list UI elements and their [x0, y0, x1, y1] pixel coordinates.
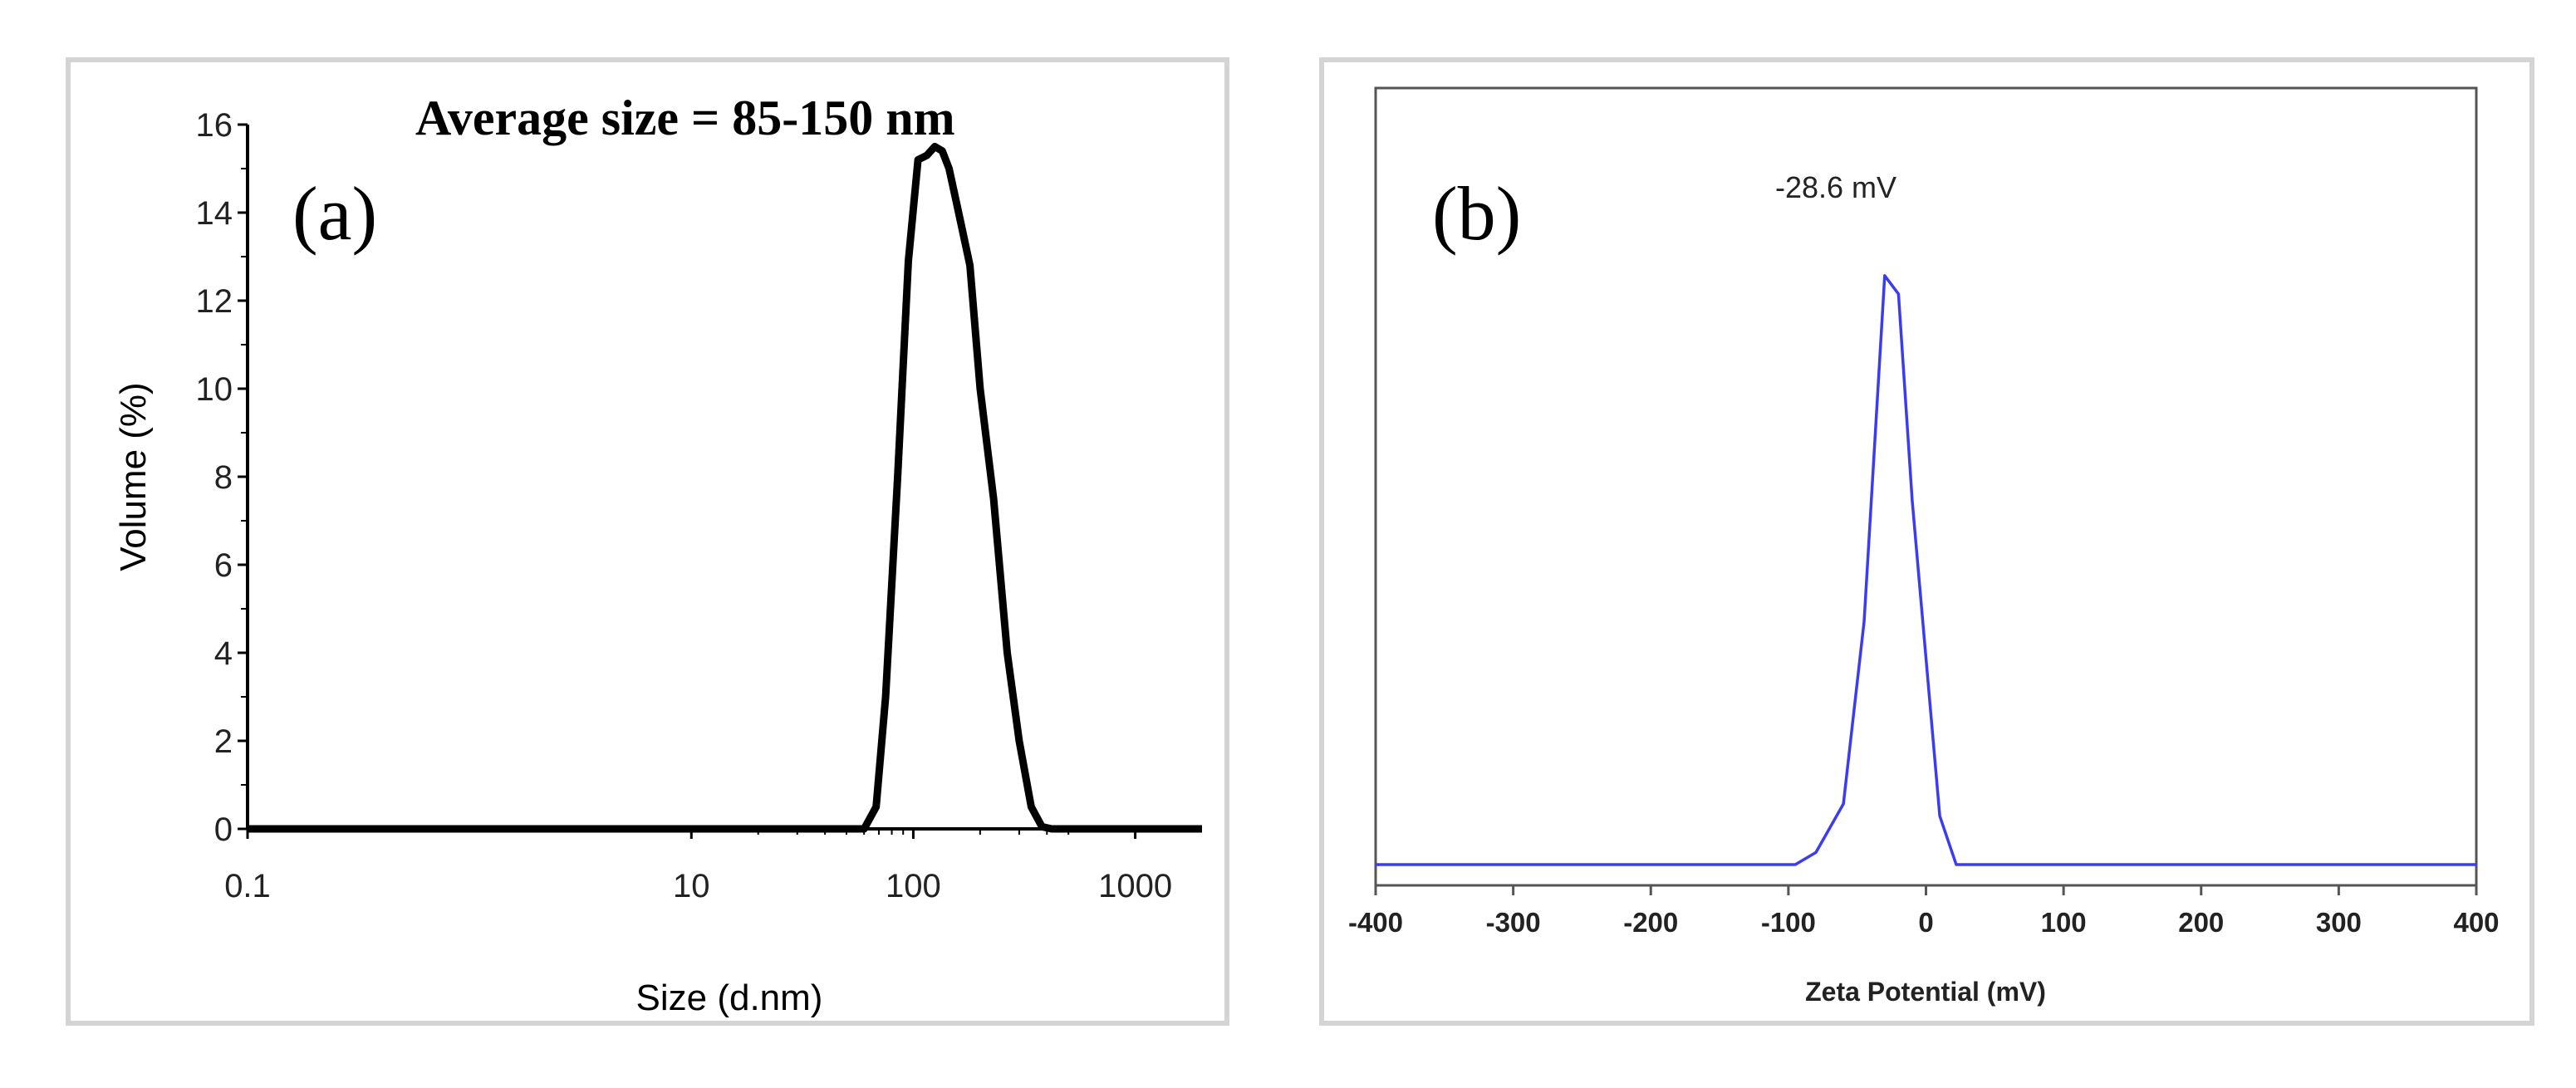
- panel-b-x-tick-label: -400: [1348, 907, 1403, 938]
- panel-a-y-tick-label: 10: [196, 371, 233, 408]
- panel-b-plot-area: [1374, 86, 2478, 887]
- panel-a-y-tick-label: 12: [196, 283, 233, 320]
- panel-a-y-tick-label: 6: [214, 547, 233, 584]
- panel-a-y-axis-label: Volume (%): [113, 382, 154, 571]
- panel-b-x-tick-label: -200: [1623, 907, 1678, 938]
- panel-b-x-axis-label: Zeta Potential (mV): [1805, 977, 2046, 1007]
- panel-a-annotation: Average size = 85-150 nm: [415, 91, 955, 145]
- panel-b-x-tick-label: 0: [1918, 907, 1933, 938]
- panel-a-y-tick-label: 2: [214, 723, 233, 760]
- panel-a-x-tick-label: 10: [673, 868, 710, 904]
- panel-a-distribution-line: [248, 143, 1202, 833]
- panel-a-x-axis-label: Size (d.nm): [636, 978, 823, 1018]
- panel-b-x-tick-label: 100: [2041, 907, 2087, 938]
- panel-a-frame: [66, 57, 1229, 1026]
- panel-a-x-tick-label: 100: [886, 868, 941, 904]
- panel-b-annotation: -28.6 mV: [1775, 170, 1896, 204]
- panel-a-y-tick-label: 8: [214, 459, 233, 496]
- panel-a-x-tick-label: 1000: [1098, 868, 1172, 904]
- panel-b-x-tick-label: -100: [1761, 907, 1816, 938]
- panel-a-x-tick-label: 0.1: [224, 868, 271, 904]
- panel-a: 0 2 4 6 8 10 12 14 16 0.1 10 100 1000 Average size =…: [66, 57, 1229, 1026]
- panel-a-y-tick-label: 4: [214, 635, 233, 672]
- panel-a-label: (a): [292, 171, 377, 256]
- panel-b-distribution-line: [1376, 274, 2476, 866]
- panel-a-y-tick-label: 0: [214, 811, 233, 848]
- panel-a-y-tick-label: 14: [196, 195, 233, 232]
- panel-b-label: (b): [1432, 171, 1521, 256]
- panel-b-x-tick-label: 200: [2178, 907, 2224, 938]
- panel-b: -400 -300 -200 -100 0 100 200 300 400 -28.6 mV (…: [1319, 57, 2534, 1026]
- panel-b-x-tick-label: 300: [2316, 907, 2362, 938]
- panel-b-x-tick-label: 400: [2453, 907, 2499, 938]
- panel-b-x-tick-label: -300: [1486, 907, 1541, 938]
- panel-a-y-tick-label: 16: [196, 107, 233, 144]
